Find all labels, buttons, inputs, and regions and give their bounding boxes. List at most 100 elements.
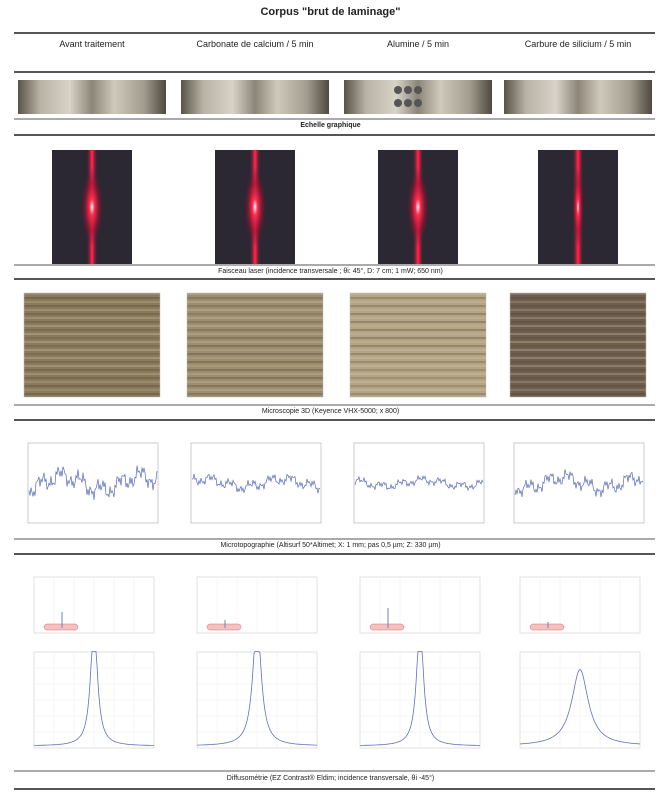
column-header: Alumine / 5 min bbox=[353, 38, 483, 50]
microscopy-texture bbox=[510, 393, 646, 395]
microscopy-texture bbox=[187, 357, 323, 359]
microscopy-texture bbox=[187, 377, 323, 379]
microscopy-texture bbox=[510, 321, 646, 323]
photo-detail bbox=[394, 86, 402, 94]
microscopy-texture bbox=[510, 337, 646, 339]
profile-curve bbox=[192, 474, 320, 494]
microscopy-texture bbox=[350, 293, 486, 295]
microscopy-texture bbox=[187, 317, 323, 319]
microscopy-texture bbox=[24, 353, 160, 355]
microscopy-texture bbox=[510, 317, 646, 319]
microscopy-texture bbox=[510, 309, 646, 311]
microscopy-texture bbox=[510, 353, 646, 355]
microscopy-texture bbox=[187, 349, 323, 351]
microscopy-texture bbox=[24, 301, 160, 303]
microscopy-texture bbox=[187, 301, 323, 303]
laser-spot bbox=[406, 167, 430, 247]
figure-title: Corpus "brut de laminage" bbox=[0, 6, 661, 18]
figure: Corpus "brut de laminage" Echelle graphi… bbox=[0, 0, 661, 798]
microscopy-texture bbox=[187, 389, 323, 391]
microscopy-texture bbox=[24, 321, 160, 323]
microscopy-texture bbox=[350, 317, 486, 319]
microscopy-texture bbox=[350, 301, 486, 303]
microscopy-texture bbox=[510, 293, 646, 295]
microscopy-texture bbox=[350, 309, 486, 311]
microscopy-texture bbox=[510, 329, 646, 331]
microscopy-texture bbox=[510, 313, 646, 315]
microscopy-texture bbox=[187, 381, 323, 383]
microscopy-texture bbox=[510, 365, 646, 367]
microscopy-texture bbox=[24, 297, 160, 299]
microscopy-texture bbox=[350, 329, 486, 331]
microscopy-texture bbox=[187, 345, 323, 347]
microscopy-texture bbox=[187, 365, 323, 367]
microscopy-texture bbox=[187, 305, 323, 307]
microscopy-texture bbox=[510, 369, 646, 371]
microscopy-texture bbox=[24, 341, 160, 343]
microscopy-texture bbox=[510, 297, 646, 299]
microscopy-texture bbox=[350, 361, 486, 363]
photo-detail bbox=[404, 99, 412, 107]
photo-detail bbox=[394, 99, 402, 107]
microscopy-texture bbox=[510, 361, 646, 363]
microscopy-texture bbox=[187, 293, 323, 295]
microscopy-texture bbox=[510, 325, 646, 327]
microscopy-texture bbox=[24, 381, 160, 383]
microscopy-texture bbox=[187, 353, 323, 355]
microscopy-texture bbox=[24, 373, 160, 375]
microscopy-texture bbox=[187, 369, 323, 371]
microscopy-texture bbox=[510, 389, 646, 391]
microscopy-texture bbox=[510, 305, 646, 307]
microscopy-texture bbox=[350, 313, 486, 315]
section-caption: Microscopie 3D (Keyence VHX-5000; x 800) bbox=[0, 408, 661, 415]
column-header: Carbure de silicium / 5 min bbox=[513, 38, 643, 50]
microscopy-texture bbox=[187, 321, 323, 323]
microscopy-texture bbox=[350, 357, 486, 359]
microscopy-texture bbox=[510, 373, 646, 375]
microscopy-texture bbox=[350, 389, 486, 391]
microscopy-texture bbox=[187, 361, 323, 363]
microscopy-texture bbox=[510, 381, 646, 383]
diffusion-marker bbox=[44, 624, 78, 630]
microscopy-texture bbox=[350, 377, 486, 379]
microscopy-texture bbox=[350, 305, 486, 307]
microscopy-texture bbox=[24, 377, 160, 379]
diffusion-marker bbox=[530, 624, 564, 630]
profile-frame bbox=[191, 443, 321, 523]
microscopy-texture bbox=[187, 373, 323, 375]
laser-spot bbox=[243, 167, 267, 247]
microscopy-texture bbox=[350, 365, 486, 367]
microscopy-texture bbox=[24, 349, 160, 351]
microscopy-texture bbox=[510, 349, 646, 351]
section-caption: Faisceau laser (incidence transversale ;… bbox=[0, 268, 661, 275]
microscopy-texture bbox=[187, 341, 323, 343]
microscopy-texture bbox=[350, 325, 486, 327]
sample-photo bbox=[504, 80, 652, 114]
microscopy-texture bbox=[24, 393, 160, 395]
microscopy-texture bbox=[350, 381, 486, 383]
sample-photo bbox=[181, 80, 329, 114]
microscopy-texture bbox=[510, 377, 646, 379]
microscopy-texture bbox=[187, 329, 323, 331]
microscopy-texture bbox=[24, 385, 160, 387]
column-header: Avant traitement bbox=[27, 38, 157, 50]
profile-curve bbox=[515, 469, 643, 497]
microscopy-texture bbox=[350, 369, 486, 371]
microscopy-texture bbox=[350, 321, 486, 323]
microscopy-texture bbox=[510, 357, 646, 359]
microscopy-texture bbox=[510, 333, 646, 335]
microscopy-texture bbox=[187, 325, 323, 327]
column-header: Carbonate de calcium / 5 min bbox=[190, 38, 320, 50]
sample-photo bbox=[18, 80, 166, 114]
microscopy-texture bbox=[187, 297, 323, 299]
microscopy-texture bbox=[510, 385, 646, 387]
microscopy-texture bbox=[24, 369, 160, 371]
microscopy-texture bbox=[24, 313, 160, 315]
microscopy-texture bbox=[510, 345, 646, 347]
section-caption: Microtopographie (Altisurf 50*Altimet; X… bbox=[0, 542, 661, 549]
microscopy-texture bbox=[24, 325, 160, 327]
microscopy-texture bbox=[350, 393, 486, 395]
microscopy-texture bbox=[24, 333, 160, 335]
figure-graphics bbox=[0, 0, 661, 798]
sample-photo bbox=[344, 80, 492, 114]
